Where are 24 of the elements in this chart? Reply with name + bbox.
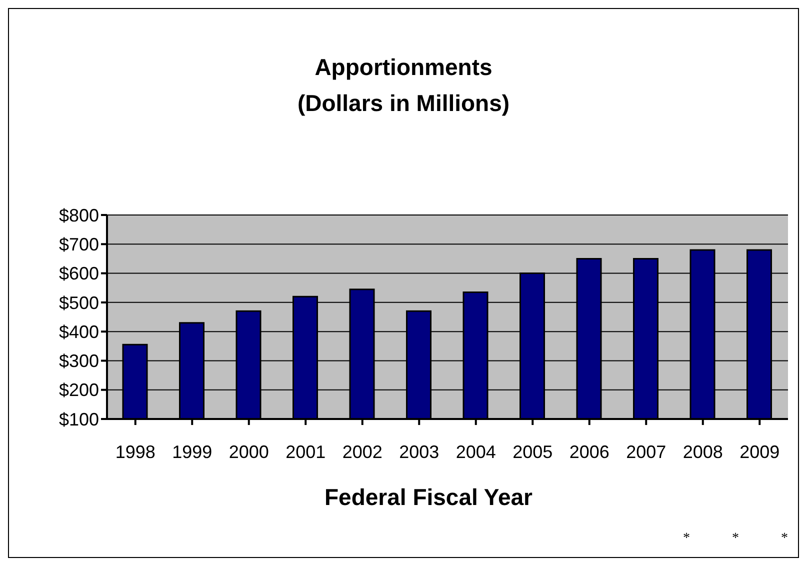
y-tick-label: $600 <box>58 264 99 284</box>
y-tick-label: $200 <box>58 380 99 400</box>
y-tick-label: $800 <box>58 205 99 226</box>
x-tick-label: 2006 <box>569 442 610 462</box>
y-tick-label: $500 <box>58 292 99 313</box>
chart-title: Apportionments <box>314 53 494 82</box>
text: * * * <box>683 531 788 547</box>
x-tick-label: 2005 <box>512 442 553 462</box>
x-tick-label: 2008 <box>682 442 723 462</box>
y-tick-label: $300 <box>58 351 99 372</box>
y-tick-label: $100 <box>58 409 99 430</box>
x-tick-label: 2003 <box>399 442 440 462</box>
x-tick-label: 2001 <box>286 442 326 462</box>
x-tick-label: 2009 <box>740 442 780 462</box>
y-tick-label: $700 <box>58 234 99 255</box>
x-tick-label: 2000 <box>228 442 269 462</box>
x-tick-label: 2002 <box>342 442 382 462</box>
chart-subtitle: (Dollars in Millions) <box>296 89 511 118</box>
x-tick-label: 1999 <box>172 442 212 462</box>
y-tick-label: $400 <box>58 322 99 342</box>
x-tick-label: 1998 <box>115 442 156 462</box>
x-tick-label: 2007 <box>626 442 666 462</box>
x-tick-label: 2004 <box>456 442 496 462</box>
x-axis-title: Federal Fiscal Year <box>324 484 534 511</box>
